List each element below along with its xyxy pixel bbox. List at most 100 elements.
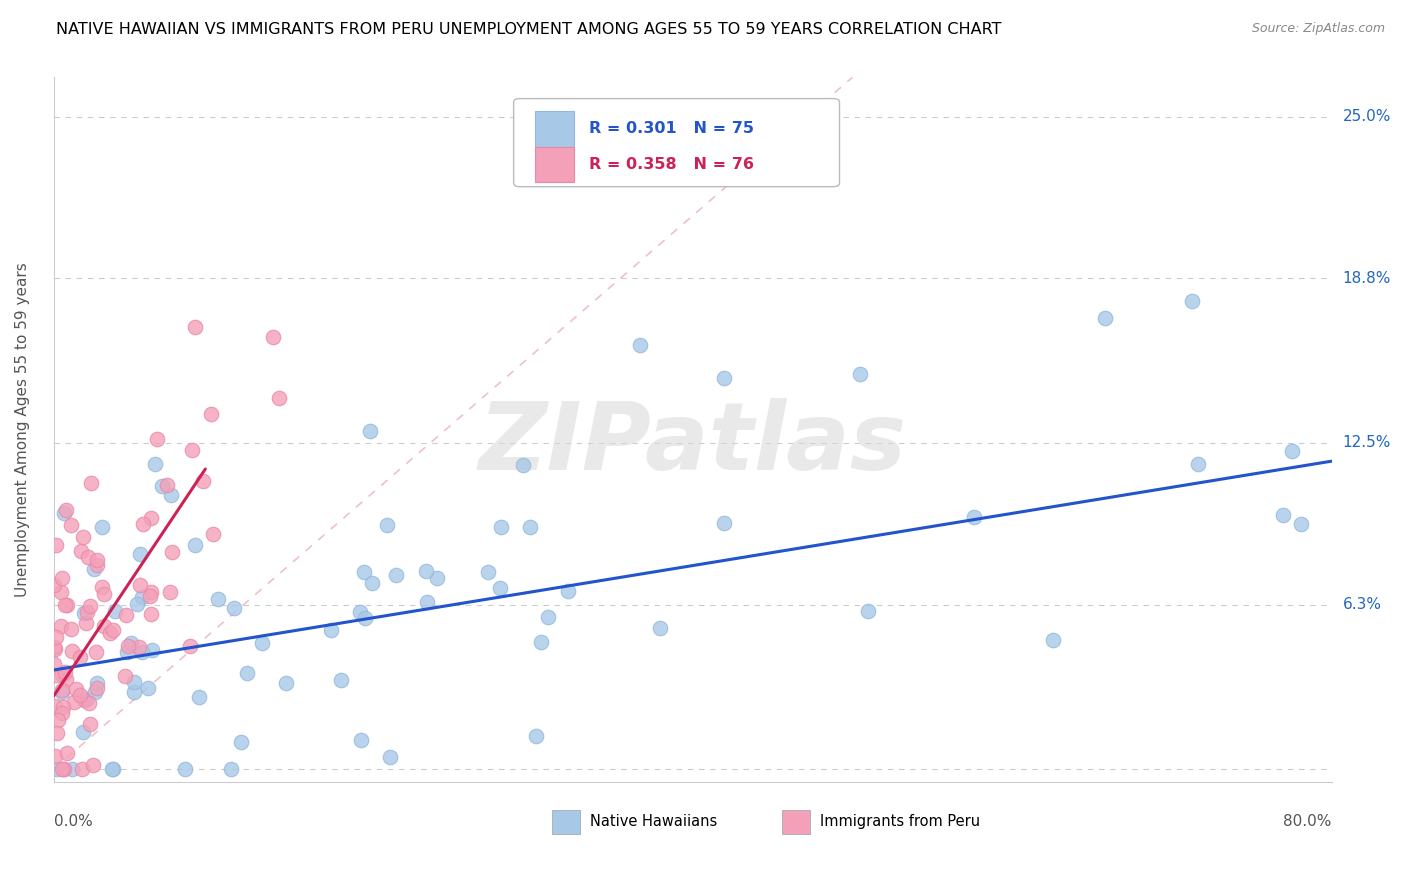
Point (114, 608, 136, 623)
Point (79, 696, 101, 710)
Bar (536, 112, 574, 146)
Point (1094, 310, 1116, 325)
Point (86, 676, 108, 690)
Point (82, 757, 104, 772)
Point (131, 590, 153, 604)
Point (83, 684, 105, 698)
Point (104, 604, 127, 618)
Point (512, 458, 534, 473)
Point (70, 762, 93, 776)
Point (56, 746, 79, 760)
Point (59, 622, 82, 636)
Point (51, 683, 73, 698)
Point (75, 616, 97, 631)
Point (60, 518, 83, 533)
Point (713, 370, 735, 384)
Point (519, 520, 541, 534)
Point (156, 477, 179, 491)
Text: ZIPatlas: ZIPatlas (478, 398, 907, 490)
Text: Native Hawaiians: Native Hawaiians (591, 814, 717, 829)
Point (207, 592, 229, 607)
Point (187, 690, 209, 705)
Point (488, 581, 510, 595)
Point (84, 645, 107, 659)
Point (117, 645, 139, 659)
Point (52, 700, 75, 714)
Point (46, 713, 69, 727)
Point (361, 576, 384, 591)
Point (202, 527, 225, 541)
Point (319, 623, 342, 637)
Y-axis label: Unemployment Among Ages 55 to 59 years: Unemployment Among Ages 55 to 59 years (15, 262, 30, 598)
Point (55, 502, 77, 516)
Text: Immigrants from Peru: Immigrants from Peru (820, 814, 980, 829)
Point (557, 583, 579, 598)
Point (128, 640, 150, 655)
Point (628, 338, 651, 352)
Point (375, 518, 398, 533)
Text: Source: ZipAtlas.com: Source: ZipAtlas.com (1251, 22, 1385, 36)
Point (141, 585, 163, 599)
Point (63, 694, 86, 708)
Point (143, 457, 166, 471)
Point (128, 548, 150, 562)
Point (962, 510, 984, 524)
Point (184, 538, 207, 552)
Point (174, 762, 197, 776)
Point (1281, 443, 1303, 458)
Bar (536, 146, 574, 182)
Point (79, 716, 101, 731)
Point (69, 688, 91, 702)
Point (44, 640, 66, 655)
Point (229, 735, 252, 749)
Point (44, 657, 66, 671)
Point (146, 432, 169, 446)
Point (117, 639, 139, 653)
Point (262, 330, 284, 344)
Point (1042, 633, 1064, 648)
Point (139, 607, 162, 622)
Point (45, 631, 67, 645)
Point (200, 407, 222, 421)
Point (276, 676, 298, 690)
Point (93, 587, 115, 601)
Point (86, 553, 108, 567)
Point (55, 673, 77, 687)
Point (86, 681, 108, 696)
Point (353, 565, 375, 579)
Point (52, 762, 75, 776)
Point (45, 537, 67, 551)
Point (45, 762, 67, 776)
Point (269, 392, 291, 406)
Point (98, 626, 121, 640)
Point (713, 516, 735, 530)
Point (114, 668, 136, 682)
Point (415, 564, 437, 578)
Point (131, 645, 153, 659)
Point (73, 606, 96, 620)
Text: 18.8%: 18.8% (1343, 271, 1391, 286)
Point (1289, 517, 1312, 532)
Point (101, 762, 124, 776)
Point (359, 424, 381, 438)
Point (101, 762, 124, 776)
Point (72, 724, 94, 739)
Text: R = 0.301   N = 75: R = 0.301 N = 75 (589, 121, 754, 136)
Point (477, 565, 499, 579)
Point (132, 517, 155, 532)
Point (51, 762, 73, 776)
Point (219, 762, 242, 776)
Point (76, 549, 98, 564)
Point (378, 750, 401, 764)
Point (524, 729, 547, 743)
Point (53, 599, 76, 613)
Text: 12.5%: 12.5% (1343, 435, 1391, 450)
Point (76, 605, 98, 619)
Point (191, 475, 214, 489)
Point (354, 611, 377, 625)
Point (124, 674, 146, 689)
Point (415, 595, 437, 609)
Bar (782, 810, 810, 834)
Text: 6.3%: 6.3% (1343, 598, 1382, 612)
Point (184, 319, 207, 334)
